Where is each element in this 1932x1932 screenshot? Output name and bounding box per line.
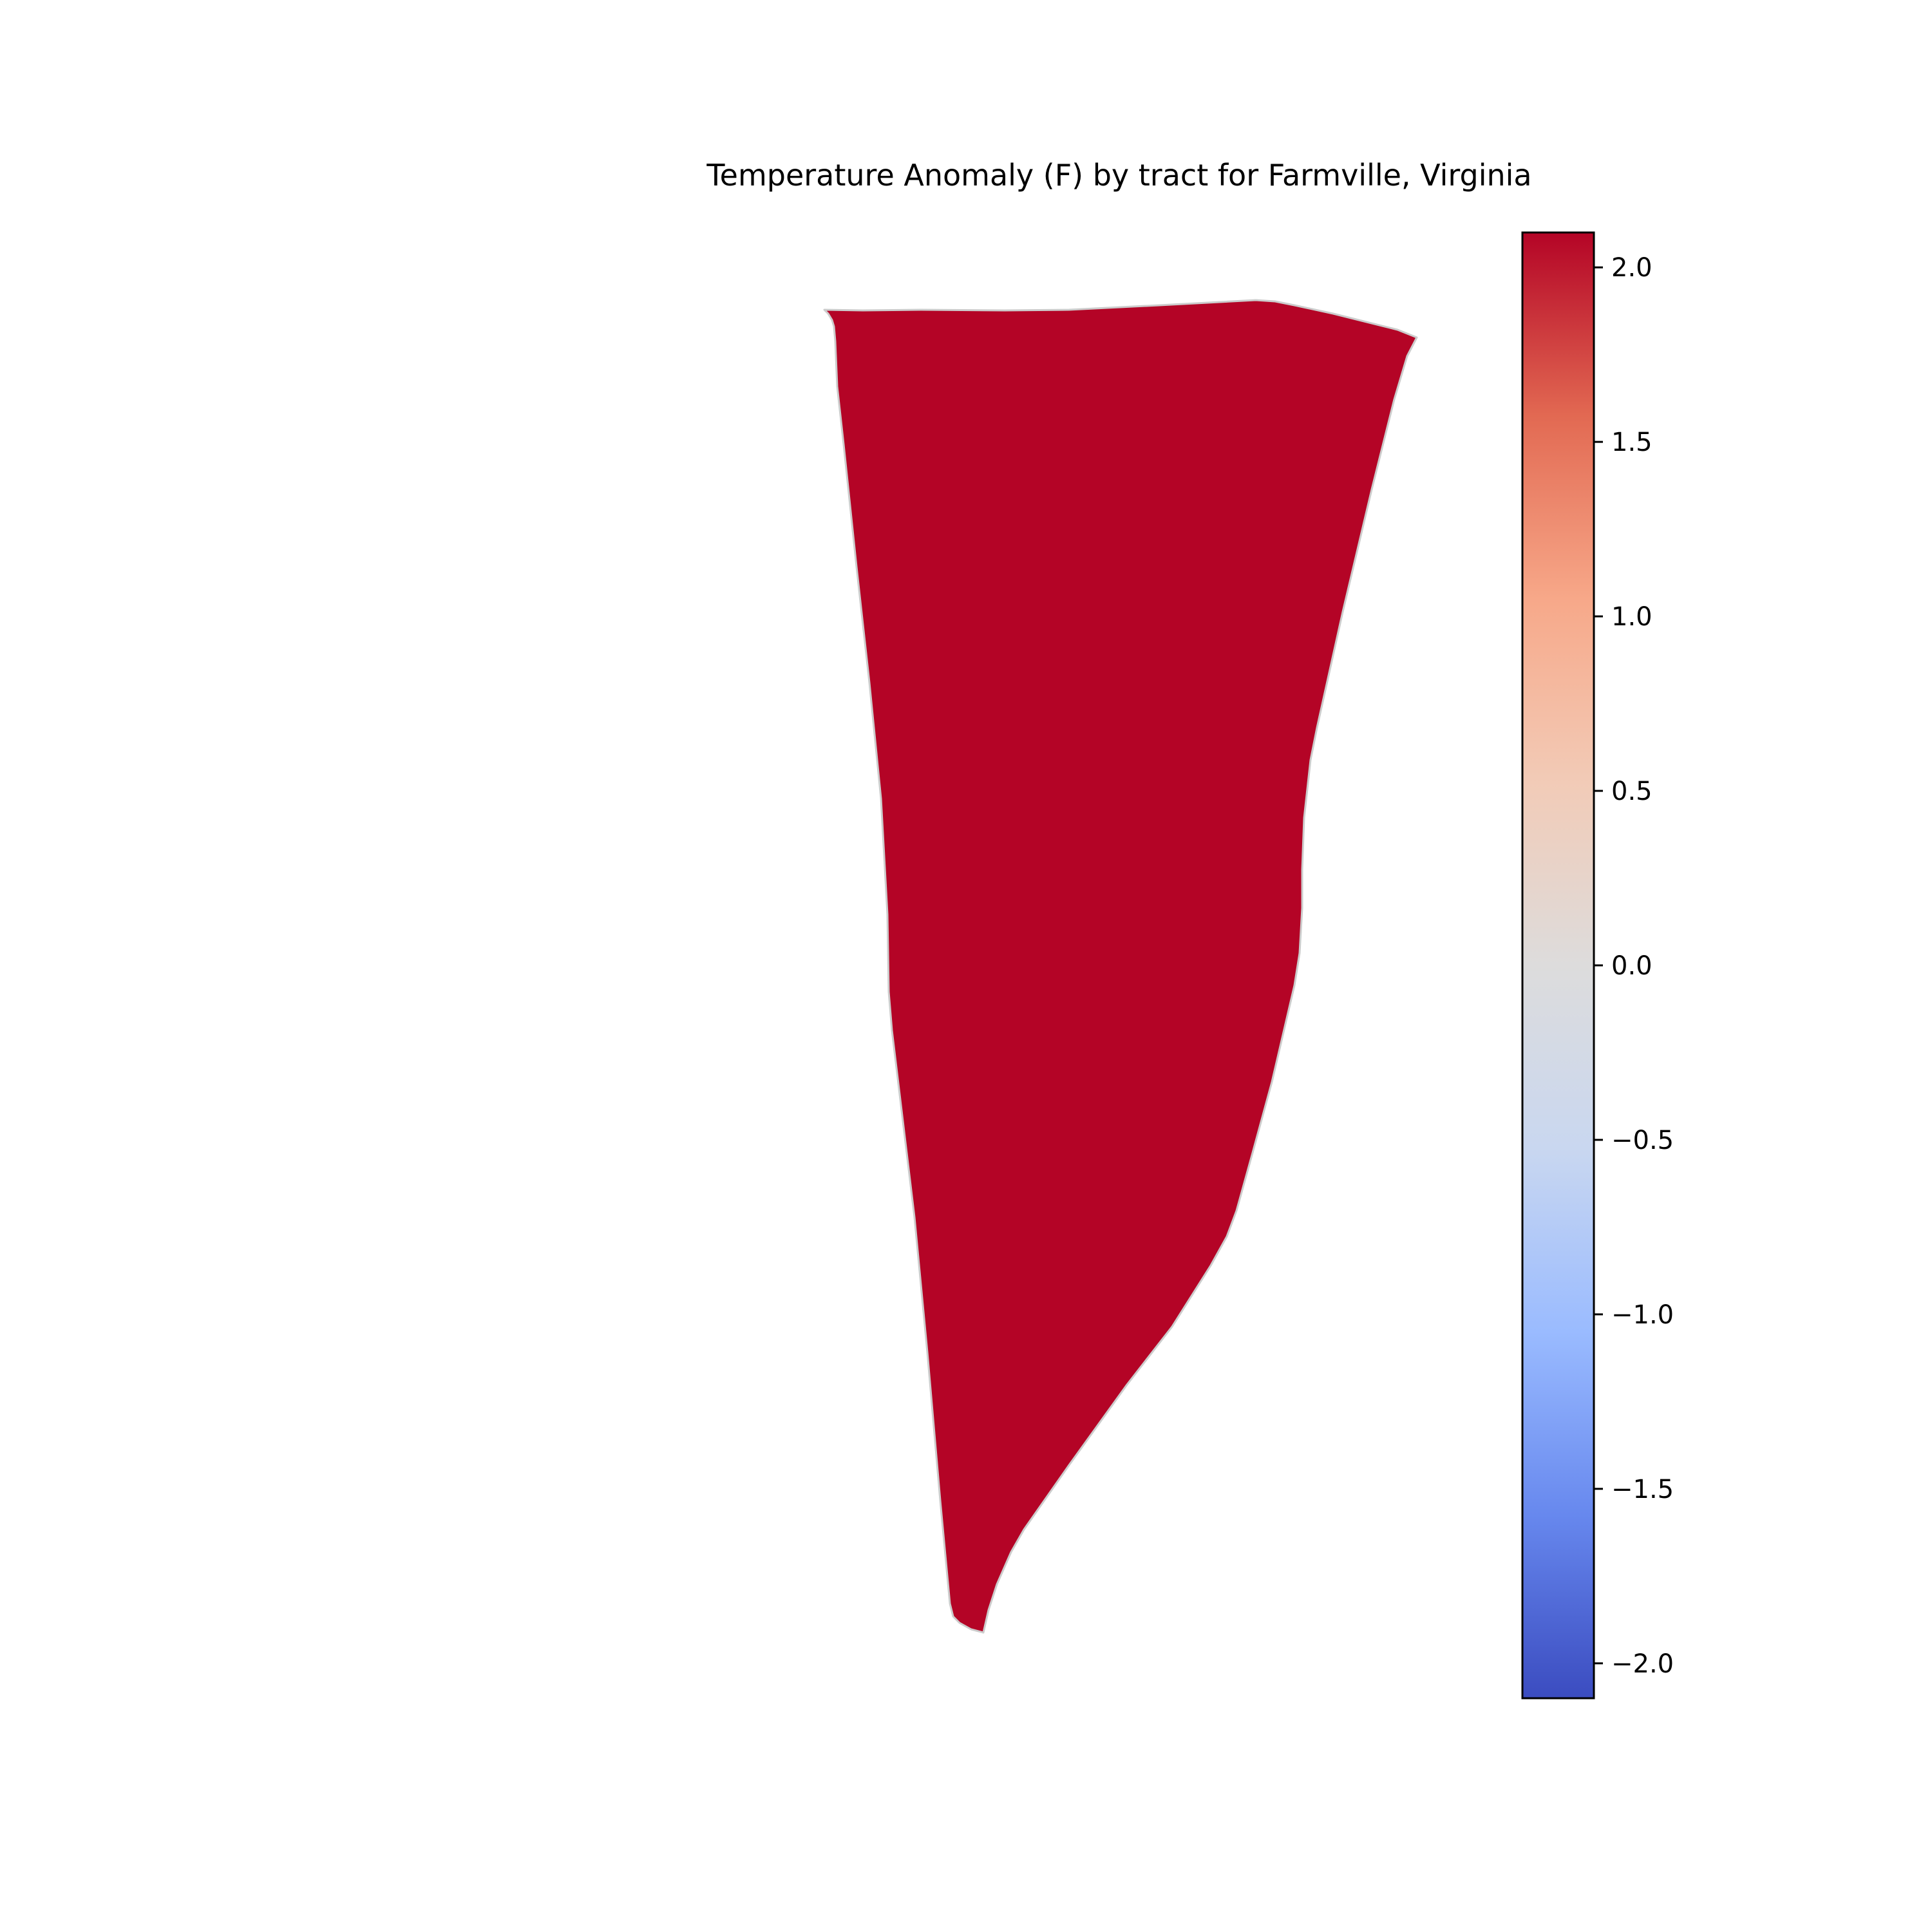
colorbar-tick-label: 2.0 xyxy=(1611,253,1653,283)
colorbar-ticks: 2.0 1.5 1.0 0.5 0.0 −0.5 −1.0 −1.5 −2.0 xyxy=(1594,253,1674,1679)
colorbar: 2.0 1.5 1.0 0.5 0.0 −0.5 −1.0 −1.5 −2.0 xyxy=(1521,231,1674,1700)
colorbar-gradient xyxy=(1521,231,1595,1700)
colorbar-tick-label: 0.5 xyxy=(1611,777,1653,806)
colorbar-tick-label: 0.0 xyxy=(1611,951,1653,981)
colorbar-tick-label: −1.5 xyxy=(1611,1475,1674,1504)
colorbar-tick-label: −1.0 xyxy=(1611,1300,1674,1330)
colorbar-tick-label: −2.0 xyxy=(1611,1649,1674,1679)
colorbar-tick-label: 1.0 xyxy=(1611,602,1653,632)
colorbar-tick-label: −0.5 xyxy=(1611,1126,1674,1155)
map-title: Temperature Anomaly (F) by tract for Far… xyxy=(706,158,1531,193)
colorbar-tick-label: 1.5 xyxy=(1611,428,1653,457)
tract-polygon[interactable] xyxy=(823,299,1418,1634)
